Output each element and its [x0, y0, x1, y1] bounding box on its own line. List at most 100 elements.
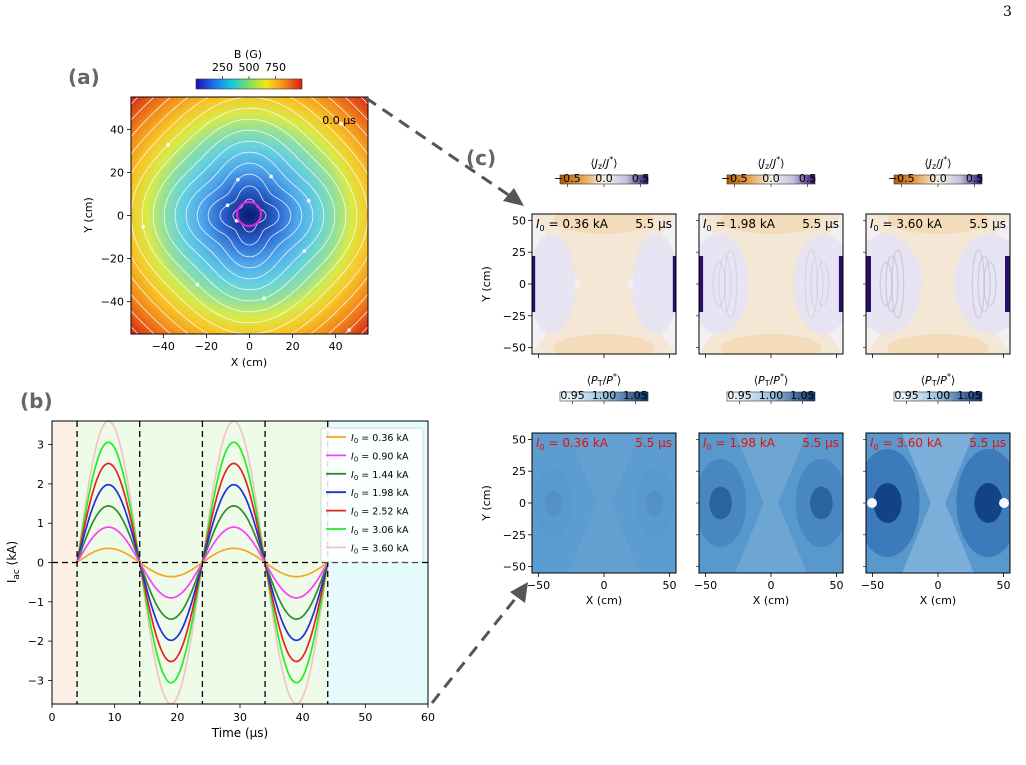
panel-b-ytick: −2: [28, 635, 44, 648]
panel-c-colorbar-tick: 1.05: [957, 389, 982, 402]
panel-c-colorbar-title: ⟨Jz/J*⟩: [590, 155, 617, 171]
panel-c-time-label: 5.5 μs: [802, 217, 839, 231]
panel-c-colorbar-tick: 0.0: [929, 172, 947, 185]
panel-a-colorbar-title: B (G): [234, 48, 262, 61]
panel-c-colorbar-title: ⟨PT/P*⟩: [921, 372, 955, 388]
panel-c-ytick: 50: [512, 433, 526, 446]
panel-a-streamline: [163, 129, 336, 302]
panel-a-colorbar-tick: 250: [212, 61, 233, 74]
panel-c-colorbar-tick: 0.0: [595, 172, 613, 185]
panel-b-xtick: 30: [233, 711, 247, 724]
panel-c-ytick: −25: [503, 529, 526, 542]
panel-c-xlabel: X (cm): [586, 594, 622, 607]
panel-a-ytick: 0: [117, 210, 124, 223]
panel-c-current-label: I0 = 3.60 kA: [870, 217, 943, 233]
panel-c-colorbar-tick: 1.05: [790, 389, 815, 402]
panel-c-colorbar-title: ⟨Jz/J*⟩: [757, 155, 784, 171]
connector-arrow-top: [365, 96, 514, 200]
panel-c-colorbar-tick: 0.0: [762, 172, 780, 185]
panel-c-colorbar-tick: −0.5: [554, 172, 581, 185]
panel-c-xtick: −50: [527, 579, 550, 592]
panel-c-ytick: 50: [512, 214, 526, 227]
panel-c-xtick: −50: [694, 579, 717, 592]
panel-c-map: [866, 433, 1010, 573]
panel-c-time-label: 5.5 μs: [969, 436, 1006, 450]
panel-b-ytick: 1: [37, 517, 44, 530]
panel-a-streamline: [131, 97, 368, 334]
panel-c-colorbar-title: ⟨Jz/J*⟩: [924, 155, 951, 171]
panel-c-colorbar-tick: 1.00: [592, 389, 617, 402]
panel-c-time-label: 5.5 μs: [635, 436, 672, 450]
panel-c-ytick: −50: [503, 342, 526, 355]
panel-c-colorbar-tick: 1.05: [623, 389, 648, 402]
panel-c-colorbar-title: ⟨PT/P*⟩: [587, 372, 621, 388]
panel-a-ytick: 20: [110, 166, 124, 179]
panel-c-colorbar-tick: 0.5: [966, 172, 984, 185]
panel-c-current-label: I0 = 0.36 kA: [536, 436, 609, 452]
panel-a-streamline: [207, 173, 292, 258]
panel-a-ytick: −20: [101, 253, 124, 266]
panel-c-colorbar-tick: 1.00: [926, 389, 951, 402]
panel-c-colorbar-tick: −0.5: [721, 172, 748, 185]
panel-c-ytick: 25: [512, 465, 526, 478]
panel-c-ylabel: Y (cm): [480, 485, 493, 522]
connector-arrowhead-top: [503, 188, 524, 206]
panel-a-colorbar-tick: 500: [239, 61, 260, 74]
panel-c-colorbar-tick: 0.5: [632, 172, 650, 185]
panel-c-subplot: ⟨PT/P*⟩0.95 1.00 1.05 I0 = 0.36 kA 5.5 μs 50 2…: [480, 372, 677, 607]
panel-a-ytick: 40: [110, 123, 124, 136]
panel-a-streamline: [131, 97, 368, 334]
panel-c: ⟨Jz/J*⟩ −0.5 0.0 0.5 I0 = 0.36 kA 5.5 μs 50 25 0…: [480, 155, 1011, 607]
panel-a-streamline: [219, 185, 280, 246]
panel-c-ytick: −25: [503, 310, 526, 323]
panel-c-xtick: 0: [768, 579, 775, 592]
panel-b-legend-label: I0 = 3.06 kA: [351, 525, 409, 537]
panel-a-time-label: 0.0 μs: [322, 114, 356, 127]
panel-c-time-label: 5.5 μs: [635, 217, 672, 231]
panel-b-ytick: −3: [28, 674, 44, 687]
panel-c-colorbar-tick: −0.5: [888, 172, 915, 185]
panel-c-xtick: 0: [935, 579, 942, 592]
panel-b-legend-label: I0 = 0.36 kA: [351, 433, 409, 445]
panel-b-xtick: 20: [170, 711, 184, 724]
panel-c-subplot: ⟨PT/P*⟩0.95 1.00 1.05 I0 = 3.60 kA 5.5 μs −50…: [861, 372, 1011, 607]
panel-a-ytick: −40: [101, 296, 124, 309]
panel-c-xtick: −50: [861, 579, 884, 592]
panel-c-ylabel: Y (cm): [480, 266, 493, 303]
panel-c-xlabel: X (cm): [753, 594, 789, 607]
panel-c-xtick: 50: [829, 579, 843, 592]
panel-b-ytick: 0: [37, 557, 44, 570]
panel-c-xtick: 0: [601, 579, 608, 592]
panel-b-legend-label: I0 = 3.60 kA: [351, 543, 409, 555]
connector-arrow-bottom: [430, 593, 521, 704]
panel-a-xtick: 0: [246, 340, 253, 353]
panel-label-c: (c): [466, 146, 496, 170]
panel-b-ylabel: Iac (kA): [5, 541, 22, 583]
panel-c-colorbar-tick: 0.5: [799, 172, 817, 185]
panel-b-xtick: 0: [49, 711, 56, 724]
panel-c-time-label: 5.5 μs: [969, 217, 1006, 231]
panel-c-current-label: I0 = 3.60 kA: [870, 436, 943, 452]
panel-a-xtick: 40: [329, 340, 343, 353]
panel-a-coil-circle: [235, 200, 263, 228]
panel-a-xtick: 20: [286, 340, 300, 353]
panel-a-streamline: [152, 118, 347, 313]
panel-c-ytick: 25: [512, 246, 526, 259]
panel-b-legend-label: I0 = 0.90 kA: [351, 451, 409, 463]
panel-c-map: [699, 214, 843, 354]
panel-c-colorbar-tick: 1.00: [759, 389, 784, 402]
panel-c-xtick: 50: [996, 579, 1010, 592]
panel-c-subplot: ⟨Jz/J*⟩ −0.5 0.0 0.5 I0 = 0.36 kA 5.5 μs 50 25 0…: [480, 155, 677, 358]
panel-c-subplot: ⟨PT/P*⟩0.95 1.00 1.05 I0 = 1.98 kA 5.5 μs −50…: [694, 372, 844, 607]
panel-c-map: [532, 214, 676, 354]
panel-a-ylabel: Y (cm): [82, 197, 95, 234]
panel-c-current-label: I0 = 1.98 kA: [703, 217, 776, 233]
panel-c-colorbar-tick: 0.95: [727, 389, 752, 402]
panel-label-a: (a): [68, 65, 100, 89]
panel-b-legend: [320, 427, 424, 563]
panel-c-colorbar-title: ⟨PT/P*⟩: [754, 372, 788, 388]
panel-a-colorbar-tick: 750: [265, 61, 286, 74]
panel-b-legend-label: I0 = 2.52 kA: [351, 507, 409, 519]
